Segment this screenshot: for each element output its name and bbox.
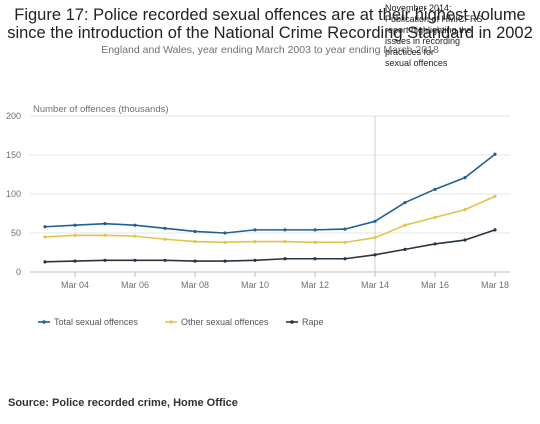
data-point xyxy=(433,215,437,219)
data-point xyxy=(163,226,167,230)
annotation-line-text: November 2014: xyxy=(385,3,452,13)
data-point xyxy=(43,260,47,264)
data-point xyxy=(253,258,257,262)
x-tick-label: Mar 16 xyxy=(421,280,449,290)
data-point xyxy=(433,242,437,246)
x-tick-label: Mar 10 xyxy=(241,280,269,290)
data-point xyxy=(283,257,287,261)
data-point xyxy=(493,152,497,156)
annotation-line-text: issues in recording xyxy=(385,36,461,46)
y-tick-label: 100 xyxy=(6,189,21,199)
data-point xyxy=(73,259,77,263)
data-point xyxy=(133,258,137,262)
data-point xyxy=(373,236,377,240)
data-point xyxy=(73,223,77,227)
x-tick-label: Mar 18 xyxy=(481,280,509,290)
data-point xyxy=(403,200,407,205)
data-point xyxy=(283,228,287,232)
data-point xyxy=(463,176,467,180)
data-point xyxy=(253,228,257,232)
data-point xyxy=(223,259,227,263)
data-point xyxy=(223,231,227,235)
data-point xyxy=(493,228,497,232)
legend-label: Total sexual offences xyxy=(54,317,138,327)
axes: Number of offences (thousands) 0 50 100 150 2… xyxy=(6,104,509,290)
data-point xyxy=(73,233,77,237)
chart-title: Figure 17: Police recorded sexual offenc… xyxy=(7,6,533,42)
annotation-text: November 2014: Publication of HMICFRS repo… xyxy=(385,3,505,69)
data-point xyxy=(463,238,467,242)
annotation-line-text: Publication of HMICFRS xyxy=(385,14,483,24)
gridlines xyxy=(30,115,510,273)
data-point xyxy=(433,187,437,191)
data-point xyxy=(103,222,107,226)
data-point xyxy=(313,228,317,232)
data-point xyxy=(313,240,317,244)
y-tick-label: 50 xyxy=(11,228,21,238)
data-point xyxy=(253,239,257,244)
data-point xyxy=(343,240,347,244)
legend-marker xyxy=(42,320,46,324)
x-tick-label: Mar 08 xyxy=(181,280,209,290)
data-point xyxy=(43,225,47,229)
data-point xyxy=(343,257,347,261)
data-point xyxy=(193,229,197,234)
data-point xyxy=(283,239,287,244)
data-point xyxy=(193,239,197,244)
data-point xyxy=(373,253,377,257)
series-line xyxy=(44,229,496,263)
legend-marker xyxy=(290,320,294,324)
x-tick-label: Mar 12 xyxy=(301,280,329,290)
legend: Total sexual offences Other sexual offenc… xyxy=(38,317,324,327)
data-point xyxy=(43,235,47,239)
data-point xyxy=(163,237,167,241)
y-tick-label: 200 xyxy=(6,111,21,121)
data-point xyxy=(403,247,407,251)
legend-label: Rape xyxy=(302,317,324,327)
data-point xyxy=(133,223,137,227)
data-point xyxy=(133,234,137,238)
annotation-line-text: practices for xyxy=(385,47,435,57)
annotation-line-text: sexual offences xyxy=(385,58,448,68)
data-point xyxy=(493,194,497,198)
y-tick-label: 150 xyxy=(6,150,21,160)
x-tick-label: Mar 04 xyxy=(61,280,89,290)
y-axis-label: Number of offences (thousands) xyxy=(33,104,169,115)
data-point xyxy=(103,258,107,262)
series-line xyxy=(44,153,496,234)
data-point xyxy=(313,257,317,261)
x-tick-label: Mar 14 xyxy=(361,280,389,290)
chart-subtitle: England and Wales, year ending March 200… xyxy=(101,44,439,56)
source-note: Source: Police recorded crime, Home Offi… xyxy=(8,397,238,409)
data-point xyxy=(223,240,227,244)
annotation-line-text: report highlighting the xyxy=(385,25,472,35)
legend-label: Other sexual offences xyxy=(181,317,269,327)
data-point xyxy=(163,258,167,262)
data-point xyxy=(373,219,377,223)
x-tick-label: Mar 06 xyxy=(121,280,149,290)
series-lines xyxy=(43,152,497,264)
data-point xyxy=(193,259,197,263)
data-point xyxy=(463,208,467,212)
data-point xyxy=(403,223,407,227)
data-point xyxy=(343,227,347,231)
y-tick-label: 0 xyxy=(16,267,21,277)
series-line xyxy=(44,195,496,244)
data-point xyxy=(103,233,107,237)
legend-marker xyxy=(169,320,173,324)
